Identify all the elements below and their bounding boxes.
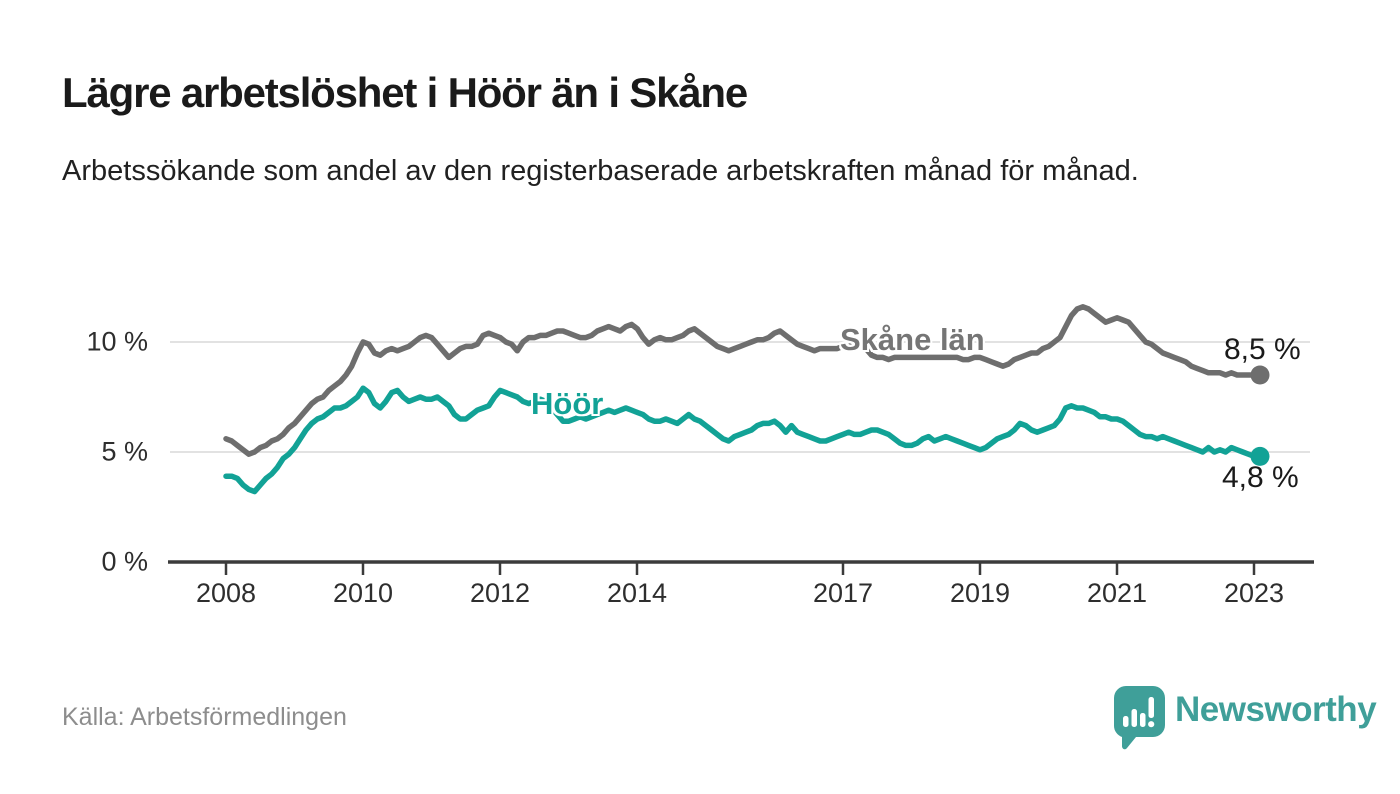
x-axis-label-2021: 2021 bbox=[1086, 578, 1148, 608]
x-axis-label-2012: 2012 bbox=[469, 578, 531, 608]
y-axis-label-0: 0 % bbox=[101, 546, 148, 577]
newsworthy-logo: Newsworthy bbox=[1113, 686, 1377, 750]
x-axis-label-2014: 2014 bbox=[606, 578, 668, 608]
series-label-hoor: Höör bbox=[531, 386, 604, 421]
x-axis-tick-marks bbox=[224, 563, 1256, 575]
end-value-label-skane-lan: 8,5 % bbox=[1224, 333, 1301, 366]
series-end-dot-hoor bbox=[1250, 446, 1270, 466]
source-note: Källa: Arbetsförmedlingen bbox=[62, 703, 347, 731]
chart-subtitle: Arbetssökande som andel av den registerb… bbox=[62, 155, 1139, 187]
newsworthy-logo-text: Newsworthy bbox=[1175, 690, 1377, 729]
series-line-skane-lan bbox=[223, 304, 1263, 457]
x-axis-label-2023: 2023 bbox=[1223, 578, 1285, 608]
y-axis-label-10: 10 % bbox=[86, 326, 148, 357]
newsworthy-speech-bubble-chart-icon bbox=[1113, 686, 1165, 750]
y-axis-label-5: 5 % bbox=[101, 436, 148, 467]
series-label-skane-lan: Skåne län bbox=[840, 322, 985, 357]
x-axis-label-2008: 2008 bbox=[195, 578, 257, 608]
page-title: Lägre arbetslöshet i Höör än i Skåne bbox=[62, 69, 748, 116]
x-axis-label-2019: 2019 bbox=[949, 578, 1011, 608]
x-axis-label-2017: 2017 bbox=[812, 578, 874, 608]
end-value-label-hoor: 4,8 % bbox=[1222, 461, 1299, 494]
series-line-hoor bbox=[223, 385, 1263, 495]
series-end-dot-skane-lan bbox=[1250, 365, 1270, 385]
x-axis-label-2010: 2010 bbox=[332, 578, 394, 608]
